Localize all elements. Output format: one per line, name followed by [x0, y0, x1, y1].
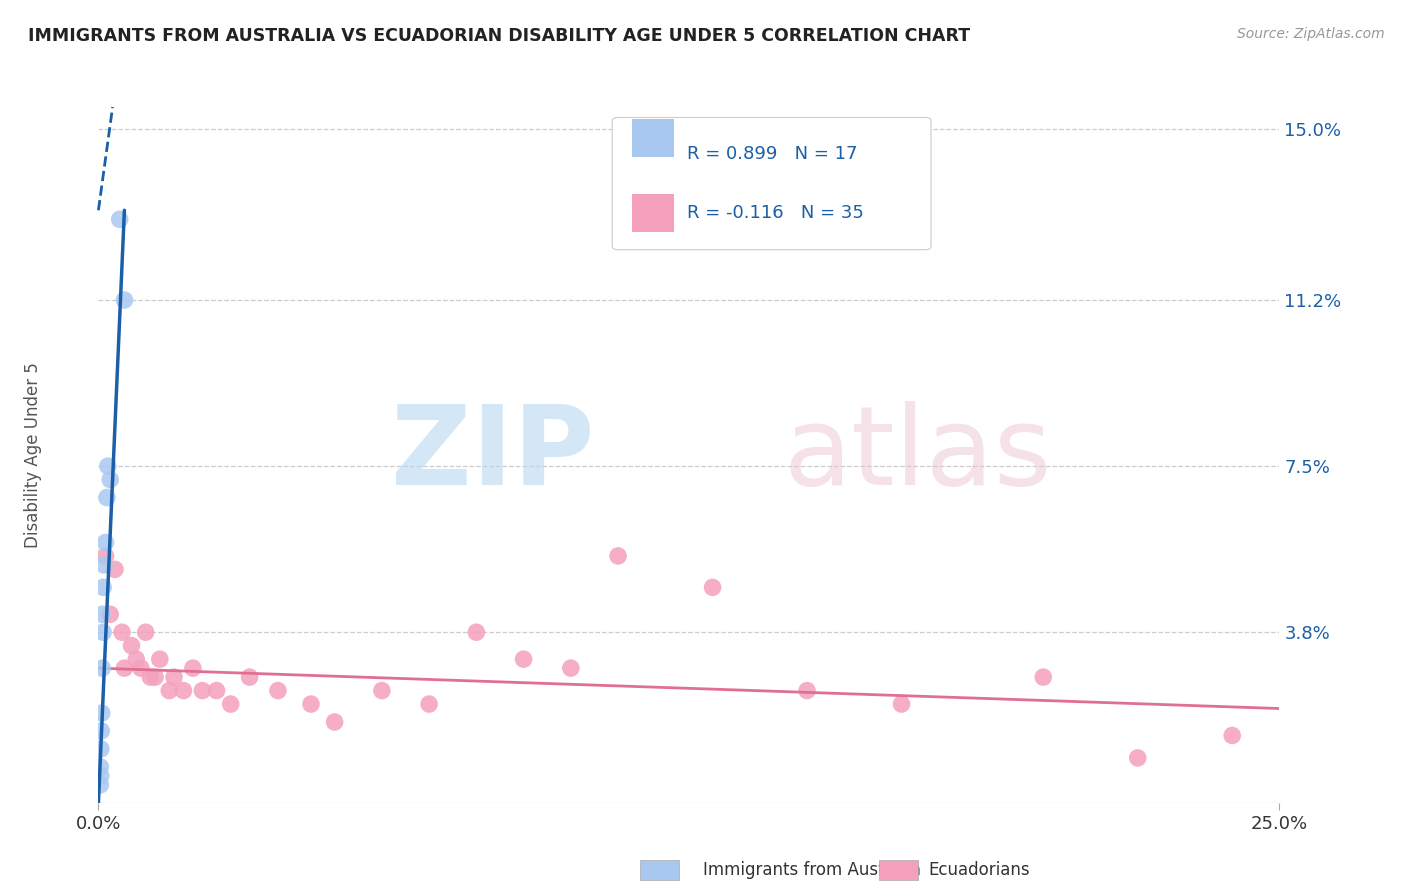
Point	[1032, 670, 1054, 684]
Point	[98, 473, 121, 487]
Point	[108, 212, 131, 227]
Text: R = 0.899   N = 17: R = 0.899 N = 17	[686, 145, 858, 163]
Point	[172, 683, 194, 698]
FancyBboxPatch shape	[633, 120, 673, 158]
Text: Ecuadorians: Ecuadorians	[928, 861, 1029, 879]
Point	[205, 683, 228, 698]
Point	[157, 683, 180, 698]
Point	[607, 549, 630, 563]
Point	[89, 778, 111, 792]
Point	[90, 723, 112, 738]
Point	[90, 742, 112, 756]
Text: ZIP: ZIP	[391, 401, 595, 508]
Point	[418, 697, 440, 711]
Point	[139, 670, 162, 684]
Point	[91, 580, 114, 594]
Point	[323, 714, 346, 729]
Text: atlas: atlas	[783, 401, 1052, 508]
Text: R = -0.116   N = 35: R = -0.116 N = 35	[686, 203, 863, 222]
Point	[91, 607, 114, 622]
Point	[135, 625, 157, 640]
Point	[89, 760, 111, 774]
Point	[90, 706, 112, 720]
Point	[890, 697, 912, 711]
Point	[91, 661, 114, 675]
Point	[96, 491, 118, 505]
Point	[239, 670, 262, 684]
Point	[702, 580, 724, 594]
Point	[112, 293, 135, 307]
Point	[796, 683, 818, 698]
Point	[219, 697, 242, 711]
Point	[371, 683, 394, 698]
Point	[181, 661, 204, 675]
Point	[149, 652, 172, 666]
Point	[129, 661, 152, 675]
Point	[91, 625, 114, 640]
Point	[121, 639, 143, 653]
Point	[512, 652, 534, 666]
Point	[191, 683, 214, 698]
Point	[98, 607, 121, 622]
Text: Source: ZipAtlas.com: Source: ZipAtlas.com	[1237, 27, 1385, 41]
FancyBboxPatch shape	[633, 194, 673, 232]
Point	[97, 459, 120, 474]
Point	[560, 661, 582, 675]
Point	[94, 535, 117, 549]
Point	[1220, 729, 1243, 743]
Point	[112, 661, 135, 675]
Point	[163, 670, 186, 684]
Point	[104, 562, 127, 576]
Point	[90, 769, 112, 783]
Point	[1126, 751, 1149, 765]
Point	[267, 683, 290, 698]
Point	[465, 625, 488, 640]
Point	[111, 625, 134, 640]
Point	[143, 670, 166, 684]
Text: Disability Age Under 5: Disability Age Under 5	[24, 362, 42, 548]
Text: Immigrants from Australia: Immigrants from Australia	[703, 861, 921, 879]
Point	[94, 549, 117, 563]
Point	[299, 697, 322, 711]
Point	[125, 652, 148, 666]
Point	[93, 558, 115, 572]
FancyBboxPatch shape	[612, 118, 931, 250]
Text: IMMIGRANTS FROM AUSTRALIA VS ECUADORIAN DISABILITY AGE UNDER 5 CORRELATION CHART: IMMIGRANTS FROM AUSTRALIA VS ECUADORIAN …	[28, 27, 970, 45]
